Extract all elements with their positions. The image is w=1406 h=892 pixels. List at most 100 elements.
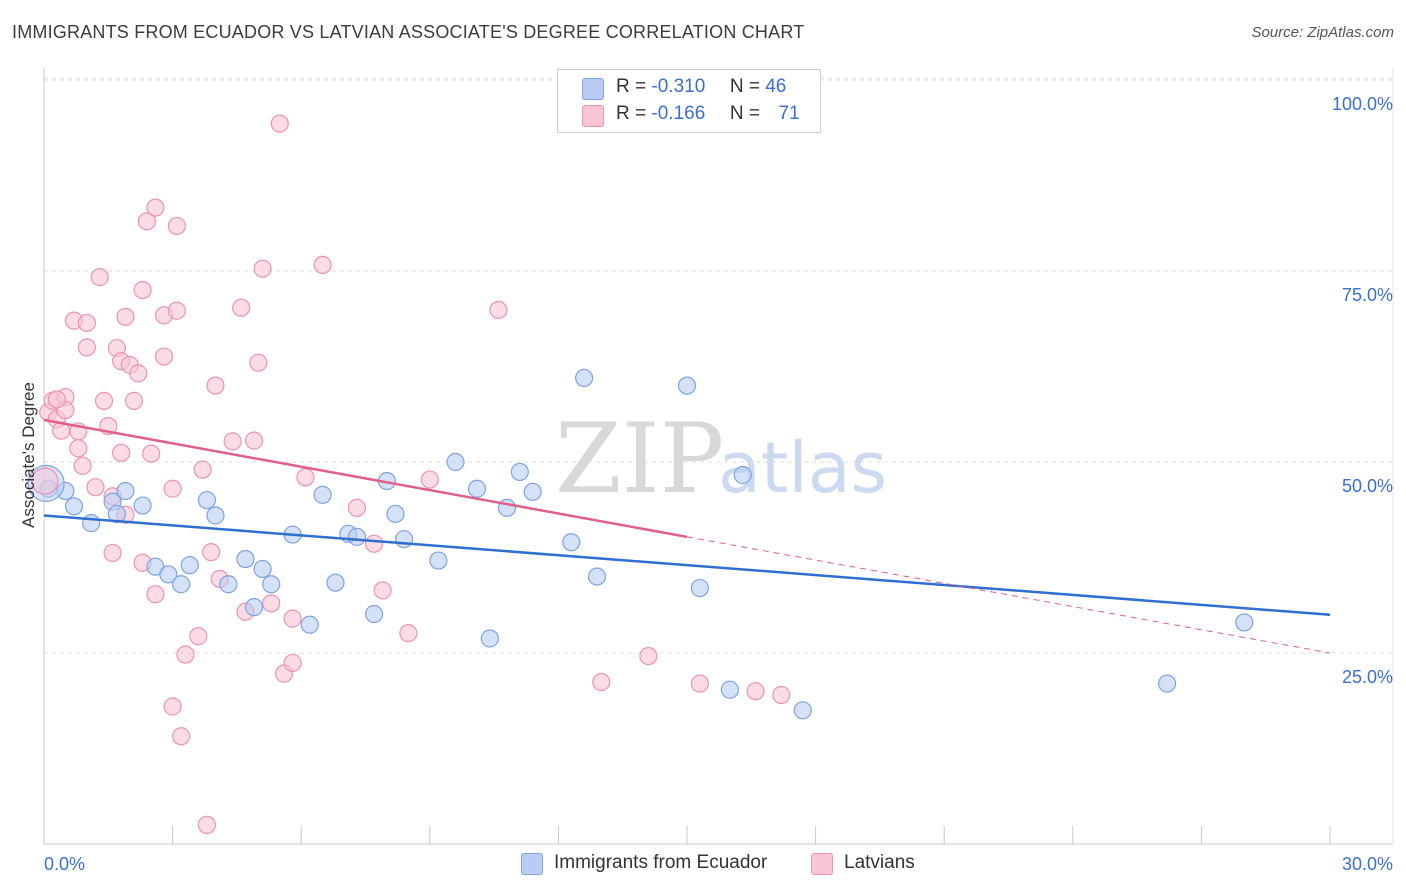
legend-n-value: 46: [765, 76, 787, 97]
point-ecuador: [1158, 674, 1177, 693]
bottom-legend-swatch-blue: [521, 853, 543, 875]
point-latvians: [262, 594, 281, 613]
point-ecuador: [313, 485, 332, 504]
point-latvians: [283, 653, 302, 673]
point-latvians: [116, 307, 135, 326]
point-ecuador: [244, 598, 264, 617]
point-ecuador: [677, 376, 697, 395]
point-latvians: [137, 212, 156, 231]
point-ecuador: [1235, 613, 1254, 632]
point-latvians: [142, 444, 161, 463]
point-ecuador: [429, 551, 448, 570]
point-ecuador: [386, 504, 405, 524]
legend-r-value: -0.166: [651, 103, 706, 124]
axes: 25.0% 50.0% 75.0% 100.0% 0.0% 30.0%: [43, 68, 1394, 874]
point-ecuador: [219, 575, 238, 594]
legend-n-label: N =: [729, 76, 760, 97]
trend-line-latvians-extension: [686, 536, 1331, 654]
point-ecuador: [206, 506, 225, 525]
point-latvians: [592, 672, 611, 692]
point-latvians: [172, 727, 191, 746]
point-latvians: [73, 456, 92, 475]
point-latvians: [77, 313, 96, 333]
point-ecuador: [446, 452, 465, 472]
point-ecuador: [107, 504, 126, 524]
y-tick-label: 25.0%: [1342, 667, 1393, 687]
point-latvians: [86, 478, 105, 497]
point-latvians: [202, 543, 221, 562]
point-latvians: [146, 585, 165, 604]
point-latvians: [232, 298, 251, 317]
correlation-legend: R = -0.310 N = 46 R = -0.166 N = 71: [557, 69, 821, 133]
trend-line-ecuador: [43, 514, 1331, 617]
point-latvians: [129, 364, 148, 383]
point-ecuador: [300, 615, 319, 634]
point-latvians: [223, 432, 242, 451]
trend-lines: [43, 418, 1331, 654]
x-tick-label: 0.0%: [44, 854, 85, 874]
point-ecuador: [180, 556, 199, 575]
point-ecuador: [133, 496, 152, 515]
point-ecuador: [326, 573, 345, 592]
y-axis-label: Associate's Degree: [19, 382, 38, 528]
point-ecuador: [159, 565, 178, 584]
point-latvians: [103, 543, 122, 563]
point-latvians: [244, 431, 264, 450]
point-ecuador: [575, 368, 594, 388]
x-tick-label: 30.0%: [1342, 854, 1393, 874]
point-ecuador: [562, 533, 581, 552]
point-latvians: [69, 439, 88, 458]
point-latvians: [90, 268, 109, 287]
legend-swatch-blue: [582, 78, 604, 100]
point-latvians: [189, 627, 208, 646]
point-latvians: [133, 281, 152, 300]
point-latvians: [690, 674, 709, 693]
point-ecuador: [116, 481, 135, 501]
point-latvians: [347, 498, 367, 517]
point-latvians: [167, 216, 186, 236]
point-latvians: [47, 390, 66, 409]
y-tick-label: 75.0%: [1342, 285, 1393, 305]
point-latvians: [283, 609, 302, 628]
point-latvians: [270, 114, 289, 133]
point-ecuador: [347, 527, 367, 546]
point-latvians: [420, 470, 439, 489]
point-latvians: [112, 443, 131, 462]
point-latvians: [206, 376, 225, 395]
point-latvians: [197, 815, 216, 835]
legend-n-value: 71: [778, 103, 800, 124]
point-ecuador: [720, 680, 739, 699]
point-latvians: [364, 534, 384, 553]
point-ecuador: [364, 604, 384, 624]
point-latvians: [167, 301, 186, 320]
point-latvians: [746, 682, 765, 701]
legend-swatch-pink: [582, 105, 604, 127]
legend-n-label: N =: [729, 103, 760, 124]
point-latvians: [94, 391, 114, 410]
bottom-legend-label: Immigrants from Ecuador: [554, 852, 768, 873]
point-latvians: [253, 259, 272, 278]
point-ecuador: [793, 701, 812, 720]
point-latvians-large: [31, 467, 59, 495]
point-latvians: [154, 347, 174, 366]
point-ecuador: [587, 567, 607, 586]
point-ecuador: [64, 497, 84, 516]
data-points: [27, 114, 1254, 835]
point-latvians: [163, 479, 182, 498]
point-ecuador: [82, 514, 101, 533]
point-latvians: [77, 338, 96, 357]
point-ecuador: [262, 575, 281, 594]
legend-r-label: R =: [616, 103, 647, 124]
bottom-legend-label: Latvians: [844, 852, 915, 873]
point-ecuador: [197, 491, 216, 510]
point-latvians: [163, 697, 182, 716]
point-latvians: [313, 255, 332, 274]
point-latvians: [639, 646, 658, 666]
point-latvians: [176, 645, 195, 664]
y-tick-label: 100.0%: [1332, 94, 1393, 114]
point-latvians: [146, 198, 165, 217]
point-ecuador: [172, 575, 191, 594]
y-tick-label: 50.0%: [1342, 476, 1393, 496]
point-ecuador: [690, 578, 709, 598]
